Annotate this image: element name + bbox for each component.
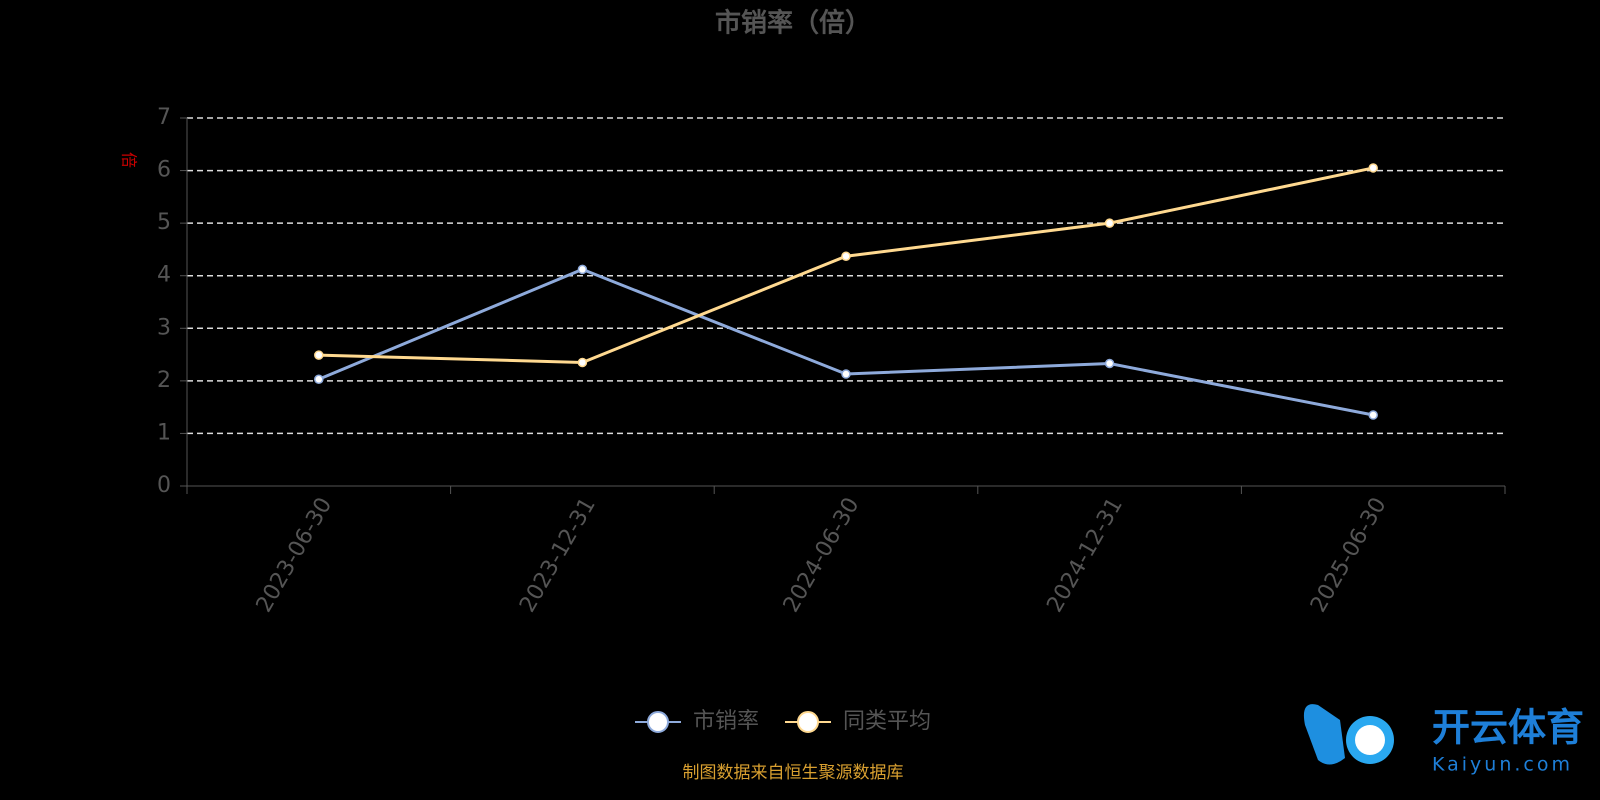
legend-marker — [647, 711, 669, 733]
watermark-ball-inner — [1355, 725, 1385, 755]
source-note: 制图数据来自恒生聚源数据库 — [683, 763, 904, 783]
data-point — [1368, 163, 1378, 173]
y-tick-label: 7 — [157, 105, 171, 130]
y-axis-label: 倍 — [120, 152, 139, 168]
data-point — [577, 357, 588, 368]
data-point — [1104, 358, 1115, 369]
y-tick-label: 0 — [157, 473, 171, 498]
chart-title: 市销率（倍） — [715, 8, 871, 39]
y-tick-label: 5 — [157, 210, 171, 235]
watermark-site: Kaiyun.com — [1432, 754, 1573, 776]
legend-label: 同类平均 — [843, 709, 931, 734]
data-point — [314, 350, 324, 360]
data-point — [1104, 218, 1115, 228]
data-point — [841, 251, 851, 262]
y-tick-label: 2 — [157, 368, 171, 393]
legend-label: 市销率 — [693, 709, 759, 734]
y-tick-label: 3 — [157, 315, 171, 340]
y-tick-label: 4 — [157, 263, 171, 288]
legend-marker — [797, 711, 819, 733]
y-tick-label: 6 — [157, 158, 171, 183]
watermark-name: 开云体育 — [1432, 706, 1584, 750]
data-point — [841, 369, 851, 379]
watermark-logo — [1303, 704, 1345, 765]
watermark: 开云体育 Kaiyun.com — [1303, 704, 1584, 776]
data-point — [314, 374, 324, 385]
data-point — [577, 264, 588, 275]
y-tick-label: 1 — [157, 420, 171, 445]
data-point — [1368, 410, 1378, 420]
